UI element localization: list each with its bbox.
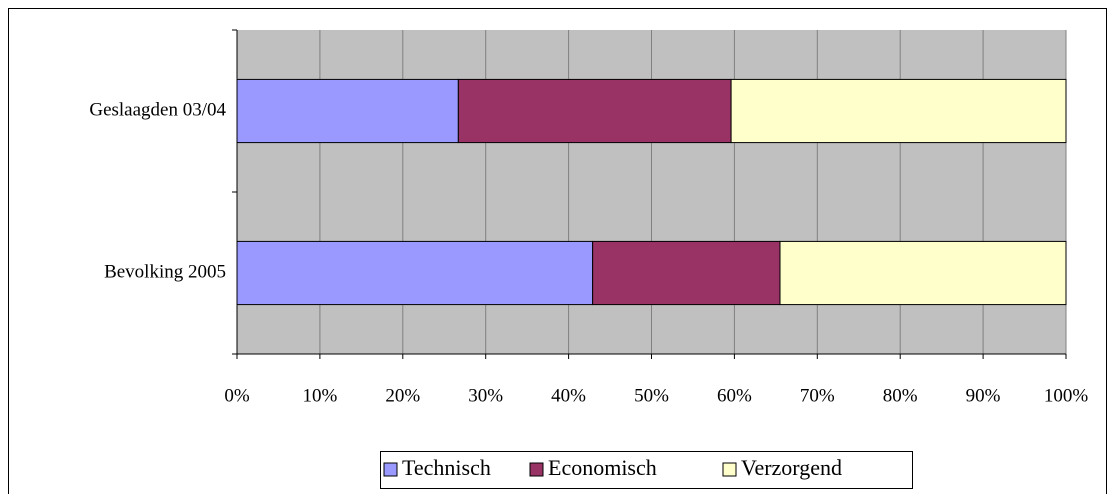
x-tick-label: 50% [634, 385, 669, 406]
x-tick-label: 90% [966, 385, 1001, 406]
x-tick-label: 20% [385, 385, 420, 406]
x-tick-label: 70% [800, 385, 835, 406]
x-tick-label: 100% [1044, 385, 1089, 406]
bar-segment [779, 240, 1067, 306]
legend-box [380, 451, 913, 489]
y-tick-label: Geslaagden 03/04 [89, 99, 226, 120]
legend-swatch [722, 462, 737, 477]
x-tick-label: 60% [717, 385, 752, 406]
legend-swatch [383, 462, 398, 477]
x-tick-label: 30% [468, 385, 503, 406]
bar-segment [730, 78, 1067, 144]
bar-segment [236, 78, 459, 144]
legend-label: Verzorgend [741, 455, 842, 480]
legend-swatch [529, 462, 544, 477]
legend-label: Economisch [548, 455, 657, 480]
x-tick-label: 0% [224, 385, 250, 406]
x-tick-label: 10% [302, 385, 337, 406]
x-tick-label: 80% [883, 385, 918, 406]
bar-segment [236, 240, 594, 306]
x-tick-label: 40% [551, 385, 586, 406]
bar-segment [457, 78, 732, 144]
y-tick-label: Bevolking 2005 [104, 261, 226, 282]
bar-segment [592, 240, 781, 306]
legend-label: Technisch [402, 455, 491, 480]
